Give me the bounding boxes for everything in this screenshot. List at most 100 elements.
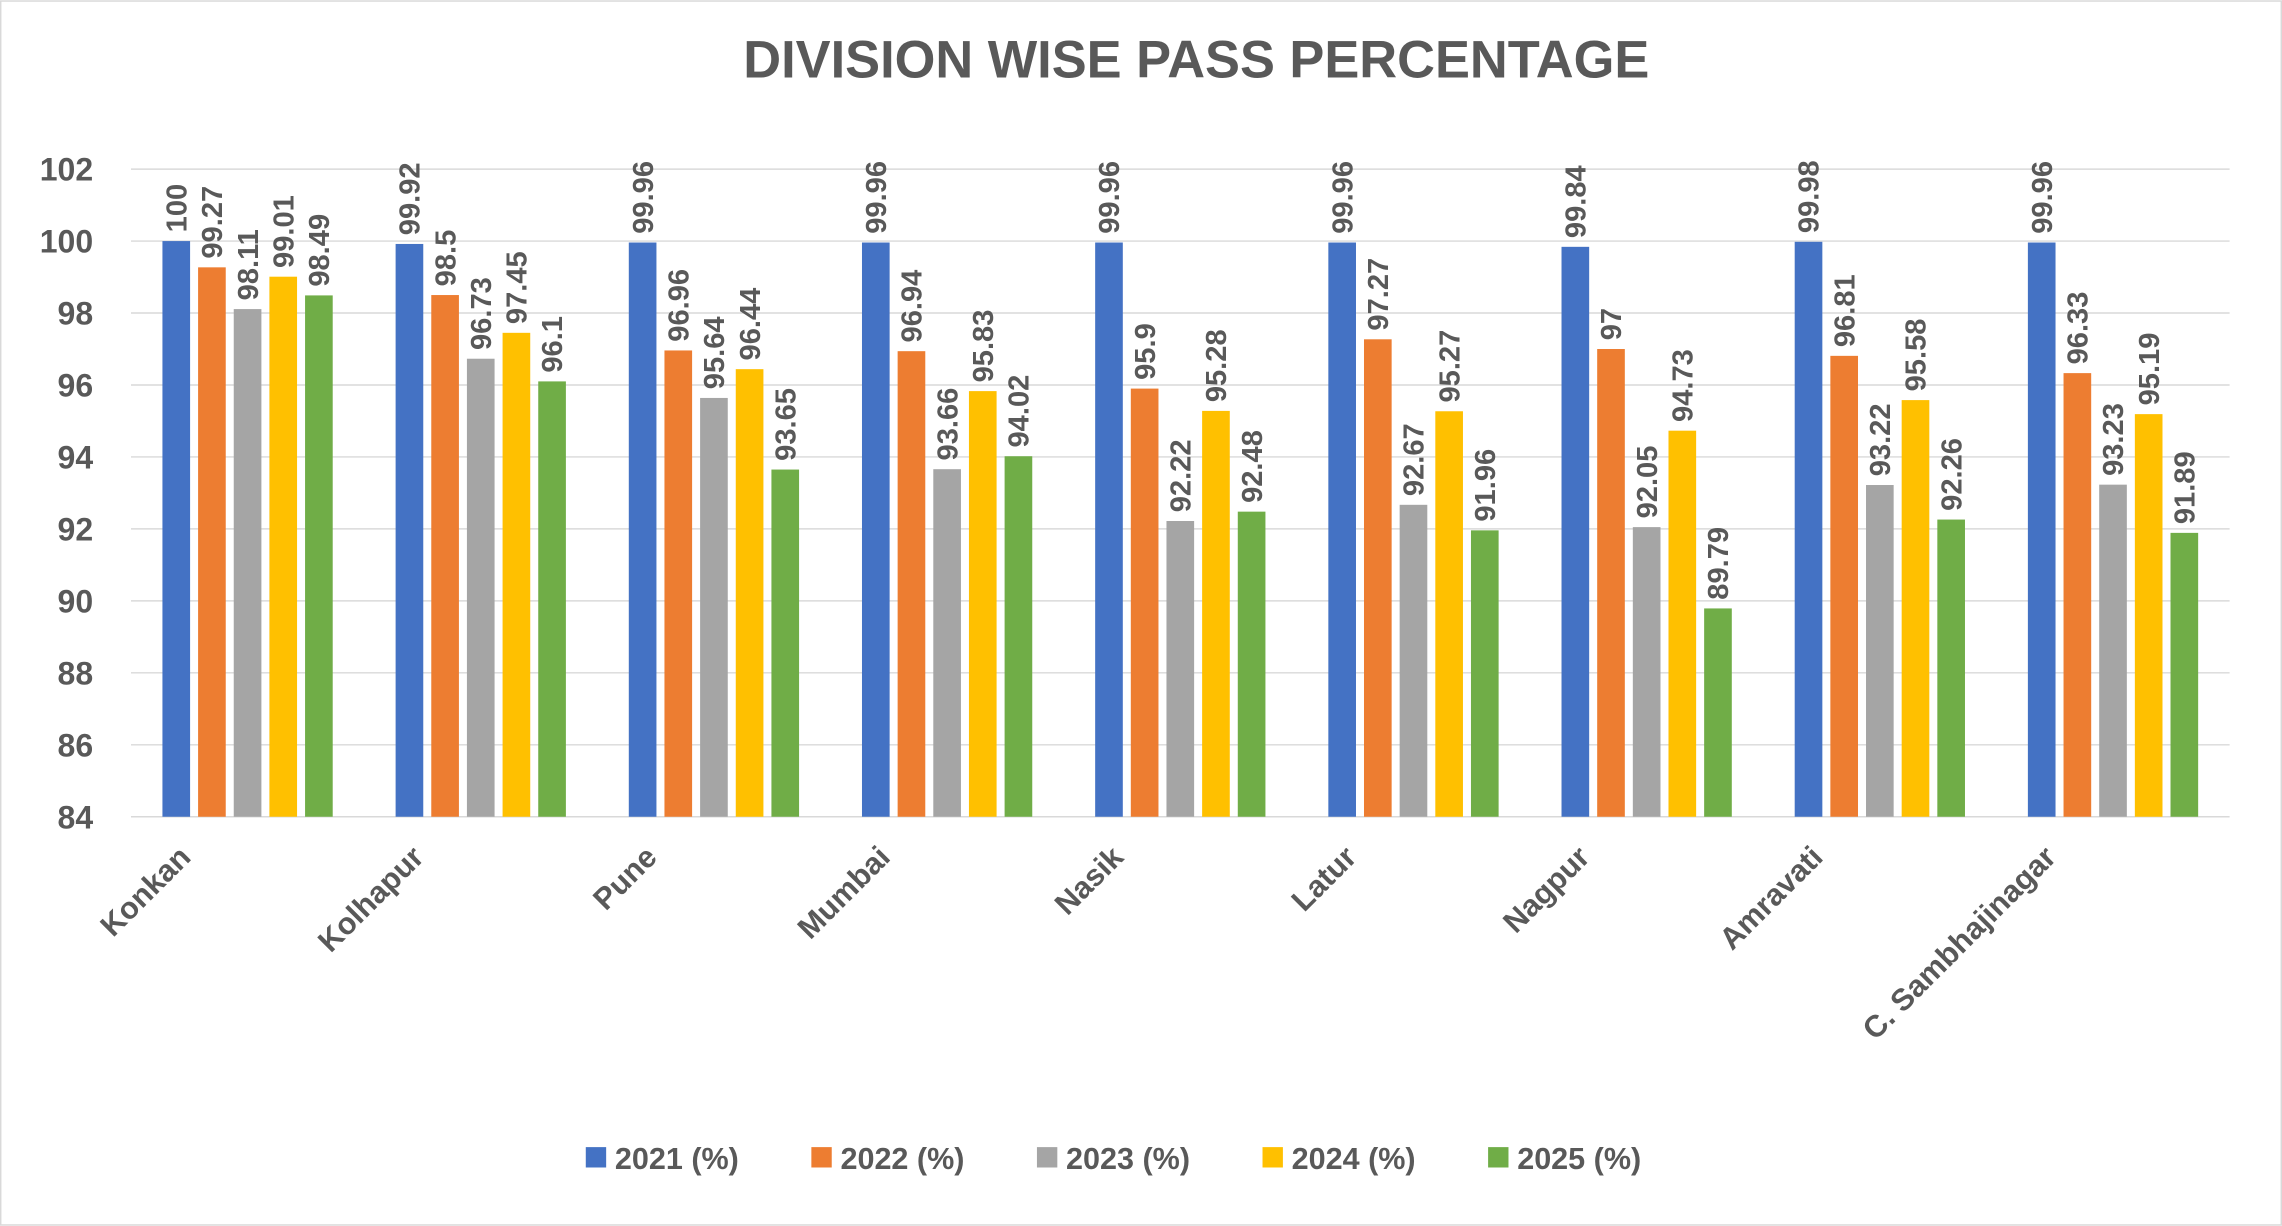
data-label: 97.45: [502, 251, 534, 324]
y-tick-label: 94: [58, 440, 94, 476]
data-label: 93.65: [770, 388, 802, 461]
y-tick-label: 92: [58, 512, 94, 548]
bar: [1130, 388, 1159, 817]
legend-label: 2025 (%): [1517, 1142, 1641, 1176]
bar: [1470, 530, 1499, 817]
data-label: 99.01: [268, 195, 300, 268]
bar: [1435, 411, 1463, 817]
data-label: 95.58: [1901, 319, 1933, 392]
bar: [1632, 527, 1661, 817]
bar: [771, 469, 800, 817]
bar: [2170, 532, 2199, 817]
data-label: 99.96: [2027, 161, 2059, 234]
data-label: 99.27: [197, 186, 229, 259]
data-label: 89.79: [1703, 527, 1735, 600]
data-label: 94.73: [1667, 349, 1699, 422]
data-label: 95.27: [1434, 330, 1466, 403]
data-label: 95.83: [968, 310, 1000, 383]
bar: [1399, 504, 1428, 817]
data-label: 99.96: [1327, 161, 1359, 234]
bar: [2063, 373, 2092, 817]
data-label: 93.22: [1865, 403, 1897, 476]
bar: [1561, 246, 1590, 817]
bar: [1363, 339, 1392, 817]
data-label: 92.22: [1165, 439, 1197, 512]
bar: [1237, 511, 1266, 817]
data-label: 99.98: [1794, 160, 1826, 233]
y-tick-label: 88: [58, 655, 94, 691]
y-tick-label: 100: [40, 224, 93, 260]
data-label: 93.66: [932, 388, 964, 461]
y-tick-label: 84: [58, 799, 94, 835]
data-label: 99.84: [1561, 164, 1593, 238]
data-label: 92.05: [1632, 446, 1664, 519]
bar: [1166, 520, 1195, 817]
bar: [538, 381, 566, 817]
y-tick-label: 86: [58, 727, 94, 763]
data-label: 96.81: [1829, 274, 1861, 347]
legend-swatch: [1262, 1147, 1283, 1168]
y-tick-label: 96: [58, 368, 94, 404]
data-label: 98.5: [430, 230, 462, 287]
data-label: 92.26: [1936, 438, 1968, 511]
bar: [1095, 242, 1123, 817]
data-label: 97.27: [1363, 258, 1395, 331]
y-tick-label: 102: [40, 152, 93, 188]
data-label: 99.96: [861, 161, 893, 234]
bar: [1597, 349, 1625, 817]
y-tick-label: 90: [58, 584, 94, 620]
data-label: 99.96: [1094, 161, 1126, 234]
bar: [664, 350, 693, 817]
bar: [1794, 241, 1823, 817]
bar: [1901, 400, 1930, 817]
bar: [395, 243, 424, 817]
bar: [502, 332, 531, 817]
legend-label: 2021 (%): [615, 1142, 739, 1176]
bar: [305, 295, 333, 817]
bar: [1328, 242, 1356, 817]
bar: [1004, 456, 1033, 817]
legend-swatch: [585, 1147, 607, 1168]
bar: [700, 397, 728, 817]
bar: [1202, 410, 1230, 817]
bar: [162, 241, 191, 817]
data-label: 99.92: [395, 162, 427, 235]
bar: [968, 391, 997, 817]
legend-swatch: [1488, 1147, 1509, 1168]
data-label: 96.44: [735, 287, 767, 361]
bar: [1866, 485, 1894, 817]
chart-title: DIVISION WISE PASS PERCENTAGE: [743, 31, 1649, 89]
bar: [1830, 355, 1859, 817]
bar: [1937, 519, 1965, 817]
data-label: 96.1: [537, 316, 569, 373]
data-label: 92.48: [1237, 430, 1269, 503]
data-label: 100: [161, 184, 193, 233]
legend-label: 2024 (%): [1292, 1142, 1416, 1176]
data-label: 99.96: [628, 161, 660, 234]
data-label: 91.96: [1470, 449, 1502, 522]
data-label: 97: [1596, 308, 1628, 340]
bar: [1704, 608, 1732, 817]
data-label: 95.19: [2134, 333, 2166, 406]
data-label: 93.23: [2098, 403, 2130, 476]
bar: [861, 242, 890, 817]
bar: [198, 267, 226, 817]
data-label: 95.64: [699, 316, 731, 390]
bar: [2099, 484, 2127, 817]
bar: [628, 242, 657, 817]
legend-swatch: [1036, 1147, 1058, 1168]
data-label: 96.73: [466, 277, 498, 350]
bar: [233, 309, 262, 817]
bar: [933, 469, 961, 817]
data-label: 95.28: [1201, 329, 1233, 402]
legend-swatch: [811, 1147, 832, 1168]
bar: [269, 276, 298, 817]
bar: [897, 351, 926, 817]
bar: [735, 369, 764, 817]
bar: [2027, 242, 2056, 817]
data-label: 96.94: [897, 269, 929, 343]
bar: [431, 295, 459, 817]
data-label: 98.49: [304, 214, 336, 287]
data-label: 98.11: [233, 229, 265, 300]
